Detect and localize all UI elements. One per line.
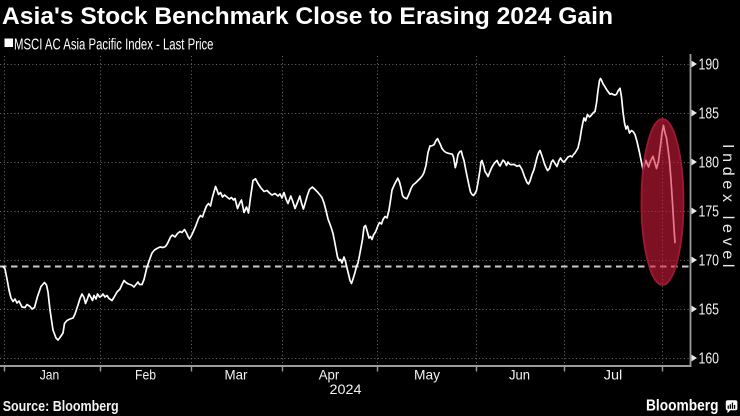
svg-text:Feb: Feb [135,368,156,383]
svg-text:Mar: Mar [225,368,248,383]
svg-text:Jun: Jun [509,368,530,383]
svg-text:Apr: Apr [319,368,340,383]
svg-text:175: 175 [699,204,720,221]
svg-text:170: 170 [699,253,720,270]
svg-text:Index level: Index level [719,144,736,272]
svg-text:May: May [414,368,440,383]
svg-text:185: 185 [699,106,720,123]
svg-text:Jul: Jul [604,368,623,383]
svg-text:165: 165 [699,302,720,319]
svg-text:190: 190 [699,57,720,74]
svg-text:2024: 2024 [330,382,362,397]
svg-text:160: 160 [699,351,720,368]
svg-text:Jan: Jan [40,368,60,383]
svg-text:180: 180 [699,155,720,172]
svg-text:Bloomberg: Bloomberg [646,398,719,415]
svg-text:MSCI AC Asia Pacific Index - L: MSCI AC Asia Pacific Index - Last Price [14,36,214,53]
svg-text:Asia's Stock Benchmark Close t: Asia's Stock Benchmark Close to Erasing … [2,3,613,30]
svg-text:Source: Bloomberg: Source: Bloomberg [3,399,119,415]
